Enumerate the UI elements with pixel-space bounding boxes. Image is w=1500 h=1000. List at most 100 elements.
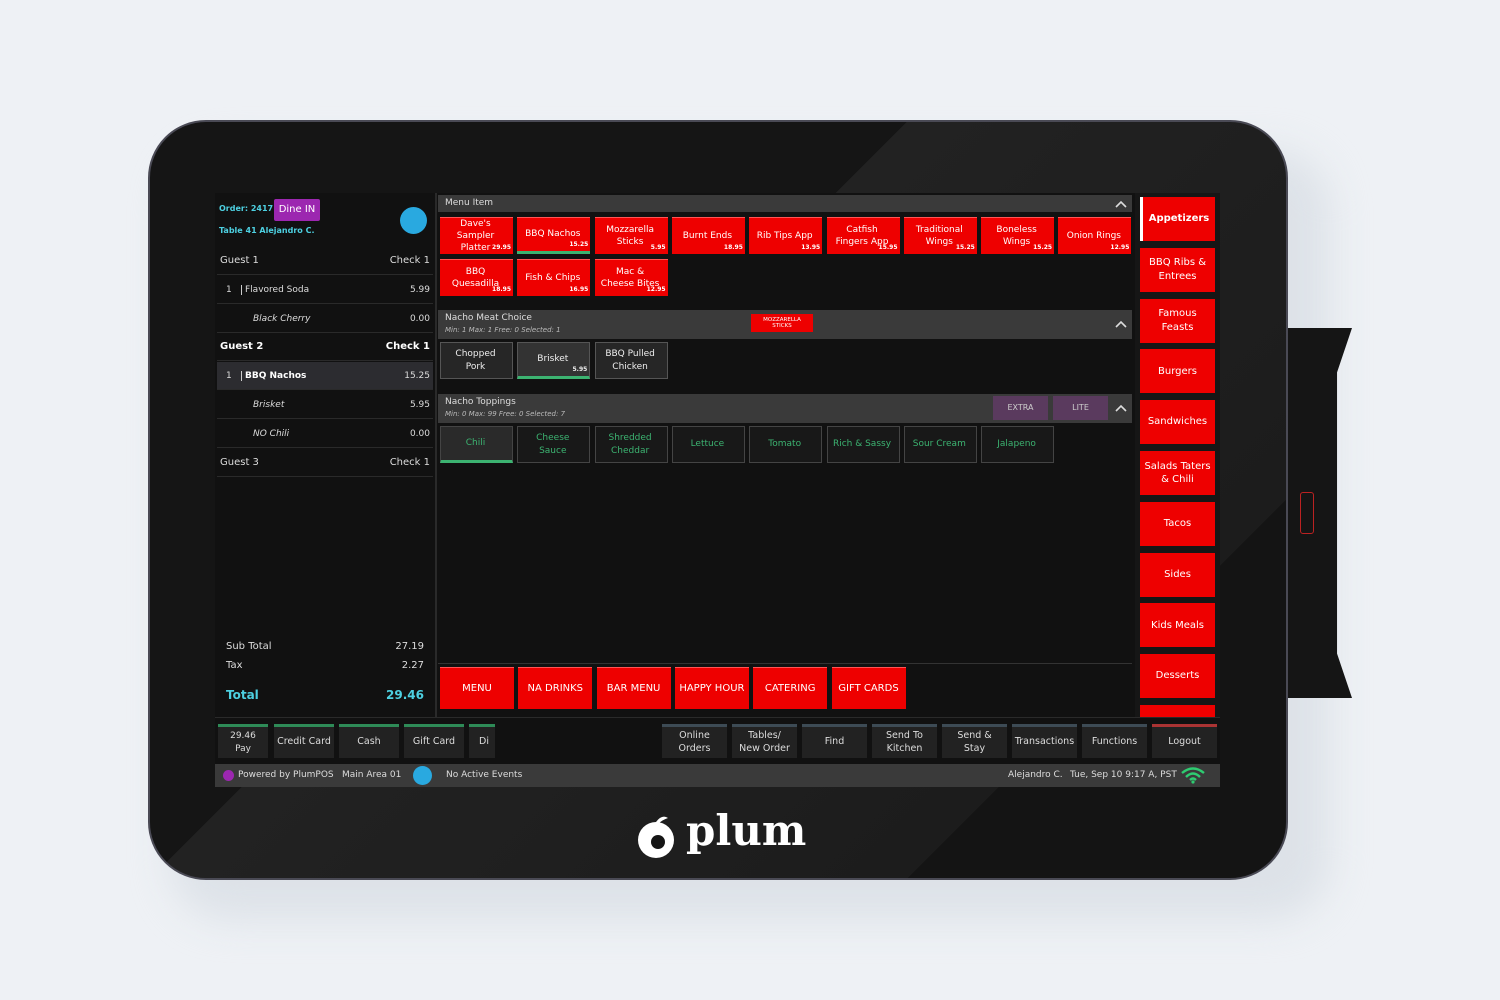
menu-item-button[interactable]: Jalapeno [981,426,1055,463]
category-button[interactable]: Salads Taters & Chili [1140,451,1215,495]
category-button[interactable]: Sides [1140,552,1215,597]
category-button[interactable]: Kids Meals [1140,603,1215,648]
action-button[interactable]: Tables/ New Order [732,724,797,758]
item-name: Traditional Wings [915,224,963,247]
order-number: Order: 2417 [219,204,274,213]
action-button[interactable]: Find [802,724,867,758]
action-button[interactable]: Credit Card [274,724,334,758]
item-price: 29.95 [492,243,511,251]
menu-item-button[interactable]: Boneless Wings 15.25 [981,217,1055,254]
item-price: 15.95 [878,243,898,251]
item-name: Tomato [768,439,802,450]
item-price: 5.95 [572,365,588,373]
menu-item-button[interactable]: Dave's Sampler Platter 29.95 [440,217,513,254]
menu-item-button[interactable]: Traditional Wings 15.25 [903,217,977,254]
pay-amount: 29.46 [230,731,256,742]
menu-tab[interactable]: HAPPY HOUR [674,667,749,709]
action-button[interactable]: Gift Card [404,724,464,758]
category-button[interactable] [1140,705,1215,717]
screen: Order: 2417 Dine IN Table 41 Alejandro C. G… [215,193,1220,787]
category-button[interactable]: Desserts [1140,654,1215,699]
menu-item-button[interactable]: Mozzarella Sticks 5.95 [594,217,668,254]
collapse-icon[interactable] [1115,200,1127,208]
menu-item-button[interactable]: Tomato [749,426,823,463]
action-button[interactable]: Online Orders [662,724,727,758]
pay-button[interactable]: 29.46 Pay [218,724,268,758]
item-name: Sour Cream [912,439,966,450]
order-row[interactable]: Guest 3 Check 1 [217,449,433,477]
menu-item-button[interactable]: BBQ Nachos 15.25 [517,217,591,254]
order-row[interactable]: Guest 2 Check 1 [217,333,433,362]
menu-tab[interactable]: BAR MENU [596,667,671,709]
collapse-icon[interactable] [1115,404,1127,412]
category-button[interactable]: Tacos [1140,501,1215,546]
order-row[interactable]: 1 Flavored Soda 5.99 [217,276,433,304]
order-row[interactable]: 1 BBQ Nachos 15.25 [217,362,433,391]
menu-item-button[interactable]: Lettuce [671,426,745,463]
item-price: 15.25 [569,240,589,248]
menu-item-button[interactable]: Cheese Sauce [517,426,591,463]
action-button[interactable]: Di [469,724,495,758]
menu-item-button[interactable]: Rich & Sassy [826,426,900,463]
menu-item-button[interactable]: Chili [440,426,513,463]
order-row[interactable]: Black Cherry 0.00 [217,305,433,333]
menu-item-button[interactable]: Sour Cream [903,426,977,463]
menu-item-button[interactable]: Burnt Ends 18.95 [671,217,745,254]
section-header: Nacho Meat Choice Min: 1 Max: 1 Free: 0 S… [438,310,1132,339]
menu-tab[interactable]: NA DRINKS [518,667,593,709]
menu-item-button[interactable]: Catfish Fingers App 15.95 [826,217,900,254]
category-button[interactable]: Burgers [1140,349,1215,394]
order-row[interactable]: NO Chili 0.00 [217,420,433,448]
action-button[interactable]: Cash [339,724,399,758]
panel-divider [435,193,437,717]
item-name: Black Cherry [253,313,311,324]
check-label: Check 1 [389,456,430,468]
total-label: Sub Total [226,641,272,652]
menu-item-button[interactable]: Chopped Pork [440,342,513,379]
order-row[interactable]: Guest 1 Check 1 [217,247,433,275]
bag-icon[interactable] [400,207,427,234]
menu-item-button[interactable]: Brisket 5.95 [517,342,591,379]
section-rules: Min: 1 Max: 1 Free: 0 Selected: 1 [445,326,561,334]
order-type[interactable]: Dine IN [274,199,320,221]
plum-dot [223,770,234,781]
action-button[interactable]: Logout [1152,724,1217,758]
item-name: Shredded Cheddar [608,433,652,456]
category-button[interactable]: Appetizers [1140,197,1215,241]
item-name: Catfish Fingers App [835,224,889,247]
powered-by: Powered by PlumPOS [238,770,334,780]
action-button[interactable]: Send & Stay [942,724,1007,758]
item-name: Brisket [537,354,569,365]
item-price: 18.95 [723,243,743,251]
menu-item-button[interactable]: Mac & Cheese Bites 12.95 [594,259,668,296]
info-icon[interactable] [413,766,432,785]
action-button[interactable]: Send To Kitchen [872,724,937,758]
menu-item-button[interactable]: Onion Rings 12.95 [1058,217,1132,254]
menu-tab[interactable]: MENU [440,667,514,709]
menu-item-button[interactable]: Fish & Chips 16.95 [517,259,591,296]
item-name: Mac & Cheese Bites [600,266,660,289]
reader-light [1300,492,1314,534]
events: No Active Events [446,770,523,780]
modifier-button[interactable]: LITE [1053,396,1108,420]
menu-item-button[interactable]: BBQ Quesadilla 18.95 [440,259,513,296]
action-button[interactable]: Functions [1082,724,1147,758]
action-button[interactable]: Transactions [1012,724,1077,758]
card-reader [1284,328,1352,698]
category-button[interactable]: Famous Feasts [1140,298,1215,343]
category-button[interactable]: BBQ Ribs & Entrees [1140,247,1215,292]
order-row[interactable]: Brisket 5.95 [217,391,433,419]
menu-item-button[interactable]: BBQ Pulled Chicken [594,342,668,379]
menu-tab[interactable]: GIFT CARDS [831,667,906,709]
section-rules: Min: 0 Max: 99 Free: 0 Selected: 7 [445,410,566,418]
item-name: Fish & Chips [525,272,581,283]
collapse-icon[interactable] [1115,320,1127,328]
brand-name: plum [686,806,807,855]
menu-item-button[interactable]: Rib Tips App 13.95 [749,217,823,254]
pay-label: Pay [235,743,251,754]
menu-item-button[interactable]: Shredded Cheddar [594,426,668,463]
menu-tab[interactable]: CATERING [753,667,828,709]
category-button[interactable]: Sandwiches [1140,400,1215,445]
modifier-button[interactable]: EXTRA [993,396,1048,420]
